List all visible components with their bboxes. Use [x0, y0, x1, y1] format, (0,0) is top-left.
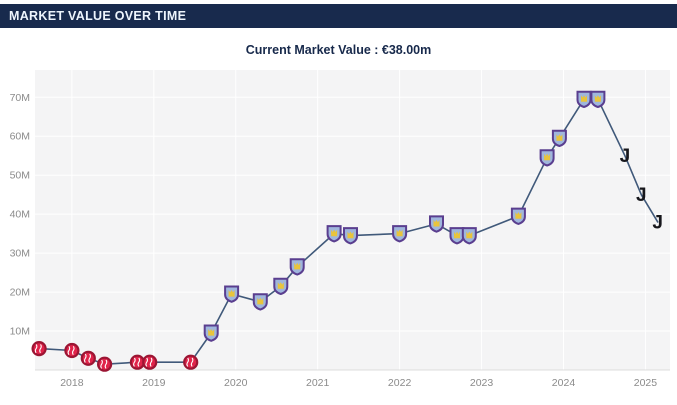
chart-point-aston_villa[interactable] — [510, 207, 526, 225]
chart-point-aston_villa[interactable] — [343, 227, 358, 245]
chart-point-girona[interactable] — [80, 350, 96, 366]
chart-point-aston_villa[interactable] — [203, 324, 219, 342]
aston-villa-crest-lion — [257, 297, 264, 305]
plot-area — [35, 70, 670, 370]
chart-point-aston_villa[interactable] — [273, 277, 289, 296]
aston-villa-crest-lion — [454, 231, 460, 239]
girona-crest-detail — [190, 357, 194, 367]
x-tick-label: 2019 — [142, 377, 166, 389]
aston-villa-crest-lion — [331, 229, 338, 237]
chart-point-aston_villa[interactable] — [289, 258, 305, 276]
chart-point-aston_villa[interactable] — [326, 225, 342, 243]
aston-villa-crest-lion — [544, 153, 551, 161]
chart-point-girona[interactable] — [129, 354, 145, 370]
girona-crest-icon — [96, 356, 113, 372]
aston-villa-crest-lion — [347, 231, 354, 239]
section-header: MARKET VALUE OVER TIME — [0, 4, 677, 28]
x-tick-label: 2025 — [634, 377, 658, 389]
girona-crest-detail — [34, 344, 38, 354]
girona-crest-detail — [186, 357, 189, 367]
aston-villa-crest-lion — [594, 95, 601, 102]
chart-point-juventus[interactable]: J — [652, 212, 663, 233]
girona-crest-detail — [88, 353, 91, 363]
aston-villa-crest-lion — [228, 290, 235, 297]
aston-villa-crest-lion — [581, 95, 587, 102]
girona-crest-detail — [104, 359, 108, 369]
chart-point-girona[interactable] — [142, 354, 158, 370]
girona-crest-detail — [39, 344, 42, 354]
y-tick-label: 30M — [10, 248, 30, 260]
chart-point-girona[interactable] — [96, 356, 113, 372]
y-tick-label: 20M — [10, 287, 30, 299]
chart-point-aston_villa[interactable] — [461, 227, 477, 245]
juventus-crest-icon: J — [652, 212, 663, 233]
aston-villa-crest-lion — [466, 231, 473, 239]
girona-crest-icon — [129, 354, 145, 370]
x-tick-label: 2024 — [552, 377, 576, 389]
chart-point-aston_villa[interactable] — [551, 129, 567, 148]
x-tick-label: 2020 — [224, 377, 248, 389]
girona-crest-detail — [145, 357, 148, 367]
y-tick-label: 70M — [10, 92, 30, 104]
y-tick-label: 60M — [10, 131, 30, 143]
chart-point-aston_villa[interactable] — [449, 227, 465, 245]
girona-crest-icon — [142, 354, 158, 370]
current-market-value-label: Current Market Value : €38.00m — [245, 43, 432, 57]
chart-point-juventus[interactable]: J — [620, 146, 631, 167]
chart-container: 2018 2019 2020 2021 2022 2023 2024 2025 10M 20M 30… — [0, 64, 677, 405]
girona-crest-detail — [84, 353, 87, 363]
x-tick-label: 2023 — [470, 377, 494, 389]
y-tick-label: 10M — [10, 326, 30, 338]
aston-villa-crest-lion — [396, 229, 403, 237]
chart-point-aston_villa[interactable] — [539, 149, 555, 167]
chart-point-girona[interactable] — [64, 342, 80, 359]
chart-point-aston_villa[interactable] — [252, 293, 268, 311]
chart-point-aston_villa[interactable] — [590, 90, 606, 109]
girona-crest-detail — [137, 357, 141, 367]
y-tick-label: 50M — [10, 170, 30, 182]
chart-point-girona[interactable] — [31, 341, 47, 357]
x-tick-label: 2018 — [60, 377, 84, 389]
section-title: MARKET VALUE OVER TIME — [9, 9, 187, 23]
aston-villa-crest-lion — [433, 219, 440, 227]
girona-crest-detail — [100, 359, 103, 369]
x-tick-label: 2022 — [388, 377, 412, 389]
girona-crest-detail — [72, 345, 75, 356]
aston-villa-crest-lion — [556, 134, 563, 141]
market-value-panel: MARKET VALUE OVER TIME Current Market Va… — [0, 4, 677, 405]
aston-villa-crest-lion — [515, 212, 522, 219]
chart-point-girona[interactable] — [183, 354, 199, 370]
chart-point-aston_villa[interactable] — [429, 215, 444, 233]
chart-point-aston_villa[interactable] — [576, 90, 592, 109]
market-value-chart[interactable]: 2018 2019 2020 2021 2022 2023 2024 2025 10M 20M 30… — [0, 64, 677, 400]
chart-point-aston_villa[interactable] — [392, 225, 408, 243]
girona-crest-icon — [64, 342, 80, 359]
girona-crest-detail — [67, 345, 71, 356]
aston-villa-crest-lion — [208, 329, 215, 336]
aston-villa-crest-lion — [277, 282, 284, 289]
current-market-value: Current Market Value : €38.00m — [0, 43, 677, 59]
girona-crest-icon — [80, 350, 96, 366]
x-tick-label: 2021 — [306, 377, 330, 389]
girona-crest-icon — [183, 354, 199, 370]
chart-point-aston_villa[interactable] — [224, 285, 240, 303]
aston-villa-crest-lion — [294, 262, 301, 270]
chart-point-juventus[interactable]: J — [636, 185, 647, 206]
juventus-crest-icon: J — [620, 146, 631, 167]
y-tick-label: 40M — [10, 209, 30, 221]
juventus-crest-icon: J — [636, 185, 647, 206]
girona-crest-detail — [149, 357, 153, 367]
girona-crest-icon — [31, 341, 47, 357]
girona-crest-detail — [133, 357, 136, 367]
